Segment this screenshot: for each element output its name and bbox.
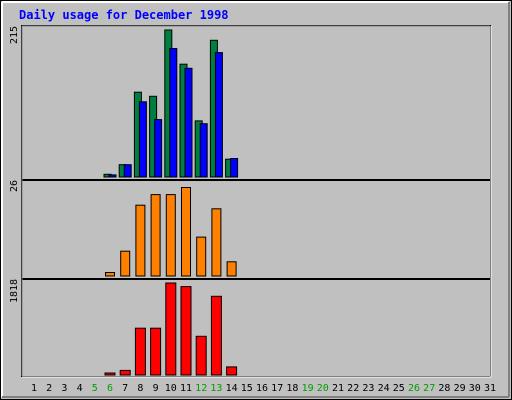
sites-bar-day-7 <box>120 250 131 277</box>
x-tick-label-day-27: 27 <box>423 383 435 394</box>
x-tick-label-day-24: 24 <box>378 383 390 394</box>
x-tick-label-day-22: 22 <box>347 383 359 394</box>
files-bar-day-14 <box>230 158 239 178</box>
kbytes-bar-day-12 <box>195 335 207 376</box>
axis-max-label-kbytes: 1818 <box>9 279 20 303</box>
kbytes-bar-day-14 <box>226 366 238 376</box>
sites-bar-day-13 <box>211 208 222 277</box>
x-tick-label-day-7: 7 <box>122 383 128 394</box>
x-tick-label-day-18: 18 <box>286 383 298 394</box>
panel-kbytes <box>21 279 491 377</box>
kbytes-bar-day-11 <box>180 286 192 376</box>
x-tick-label-day-6: 6 <box>107 383 113 394</box>
kbytes-bar-day-13 <box>210 295 222 376</box>
x-tick-label-day-10: 10 <box>165 383 177 394</box>
sites-bar-day-6 <box>105 272 115 277</box>
kbytes-bar-day-7 <box>119 369 131 376</box>
x-tick-label-day-11: 11 <box>180 383 192 394</box>
files-bar-day-10 <box>169 48 178 178</box>
sites-bar-day-10 <box>165 194 176 277</box>
sites-bar-day-11 <box>181 187 191 277</box>
x-tick-label-day-13: 13 <box>210 383 222 394</box>
files-bar-day-13 <box>214 52 223 178</box>
x-tick-label-day-14: 14 <box>226 383 238 394</box>
x-tick-label-day-29: 29 <box>454 383 466 394</box>
axis-max-label-sites: 26 <box>9 180 20 192</box>
x-tick-label-day-28: 28 <box>438 383 450 394</box>
kbytes-bar-day-10 <box>165 282 177 376</box>
x-tick-label-day-12: 12 <box>195 383 207 394</box>
kbytes-bar-day-6 <box>104 372 116 376</box>
x-tick-label-day-15: 15 <box>241 383 253 394</box>
x-tick-label-day-20: 20 <box>317 383 329 394</box>
axis-max-label-hits: 215 <box>9 26 20 44</box>
files-bar-day-8 <box>138 101 147 178</box>
x-tick-label-day-4: 4 <box>77 383 83 394</box>
x-tick-label-day-26: 26 <box>408 383 420 394</box>
x-tick-label-day-23: 23 <box>362 383 374 394</box>
x-tick-label-day-9: 9 <box>153 383 159 394</box>
x-axis-labels: 1 2 3 4 5 6 7 8 9 10 11 12 13 14 15 16 17 18 19 20 21 22 23 24 2… <box>31 383 496 394</box>
bars-layer <box>103 29 239 376</box>
x-tick-label-day-1: 1 <box>31 383 37 394</box>
sites-bar-day-8 <box>135 204 146 277</box>
sites-bar-day-14 <box>226 261 237 277</box>
sites-bar-day-9 <box>150 194 161 277</box>
x-tick-label-day-16: 16 <box>256 383 268 394</box>
sites-bar-day-12 <box>196 236 207 277</box>
panel-sites <box>21 180 491 279</box>
x-tick-label-day-8: 8 <box>137 383 143 394</box>
kbytes-bar-day-9 <box>150 327 162 376</box>
x-tick-label-day-25: 25 <box>393 383 405 394</box>
x-tick-label-day-19: 19 <box>302 383 314 394</box>
x-tick-label-day-5: 5 <box>92 383 98 394</box>
chart-title: Daily usage for December 1998 <box>19 8 229 22</box>
files-bar-day-7 <box>123 164 132 178</box>
x-tick-label-day-31: 31 <box>484 383 496 394</box>
x-tick-label-day-30: 30 <box>469 383 481 394</box>
files-bar-day-6 <box>108 174 117 178</box>
kbytes-bar-day-8 <box>134 327 146 376</box>
x-tick-label-day-21: 21 <box>332 383 344 394</box>
files-bar-day-11 <box>184 67 193 178</box>
x-tick-label-day-3: 3 <box>61 383 67 394</box>
files-bar-day-9 <box>154 119 163 178</box>
x-tick-label-day-17: 17 <box>271 383 283 394</box>
files-bar-day-12 <box>199 123 208 178</box>
x-tick-label-day-2: 2 <box>46 383 52 394</box>
panel-hits-files <box>21 25 491 180</box>
